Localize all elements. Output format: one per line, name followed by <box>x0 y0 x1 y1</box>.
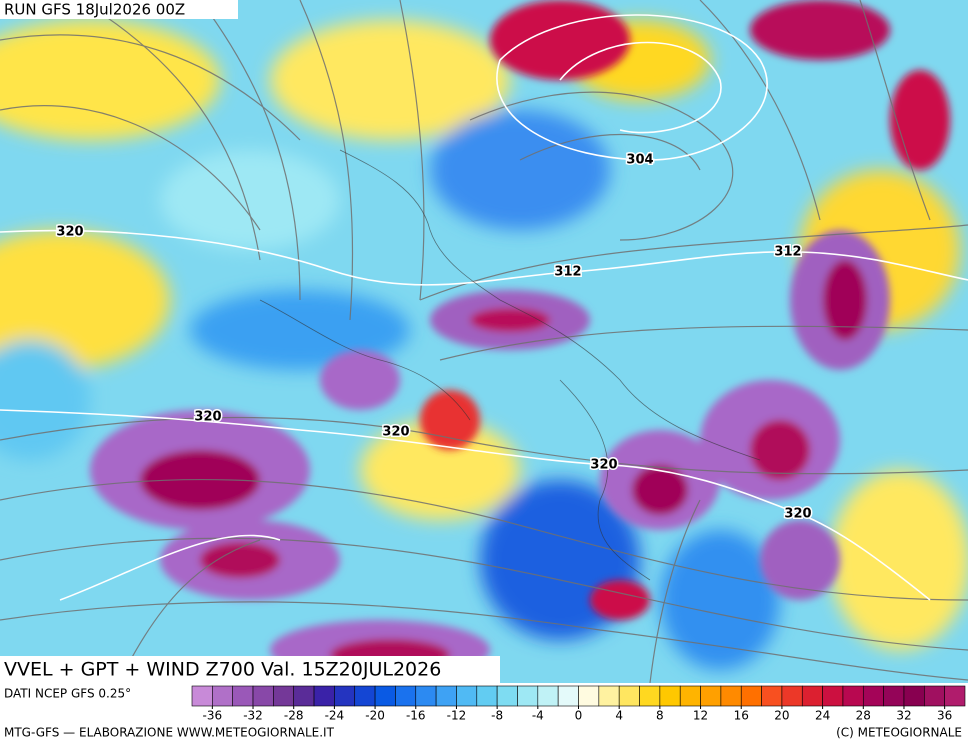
colorbar-swatch <box>944 685 966 707</box>
colorbar-label: DATI NCEP GFS 0.25° <box>4 687 131 701</box>
colorbar-tick-label: 28 <box>856 709 871 723</box>
run-label: RUN GFS 18Jul2026 00Z <box>4 1 185 19</box>
colorbar-tick-label: 0 <box>575 709 583 723</box>
contour-label: 304 <box>626 153 653 168</box>
colorbar-tick-label: -20 <box>365 709 385 723</box>
colorbar-swatch <box>273 685 295 707</box>
colorbar-tick-label: 8 <box>656 709 664 723</box>
colorbar-swatch <box>801 685 823 707</box>
colorbar-tick-label: -24 <box>325 709 345 723</box>
colorbar-swatch <box>618 685 640 707</box>
colorbar-tick-label: 16 <box>734 709 749 723</box>
colorbar-swatch <box>659 685 681 707</box>
colorbar-swatch <box>191 685 213 707</box>
colorbar: -36 -32 -28 -24 -20 -16 -12 -8 -4 0 4 8 12 16 20 24 28 32… <box>191 685 966 723</box>
colorbar-swatch <box>517 685 539 707</box>
colorbar-swatch <box>313 685 335 707</box>
colorbar-tick-label: -28 <box>284 709 304 723</box>
colorbar-swatch <box>883 685 905 707</box>
colorbar-swatch <box>334 685 356 707</box>
contour-label: 320 <box>382 425 409 440</box>
contour-label: 312 <box>774 245 801 260</box>
colorbar-swatch <box>435 685 457 707</box>
colorbar-swatch <box>598 685 620 707</box>
contour-label: 320 <box>784 507 811 522</box>
colorbar-swatch <box>354 685 376 707</box>
colorbar-swatch <box>740 685 762 707</box>
colorbar-swatch <box>842 685 864 707</box>
colorbar-swatch <box>476 685 498 707</box>
colorbar-swatch <box>578 685 600 707</box>
colorbar-swatch <box>212 685 233 707</box>
geopotential-contours <box>0 14 968 601</box>
colorbar-swatch <box>679 685 701 707</box>
colorbar-swatch <box>374 685 396 707</box>
colorbar-tick-label: 36 <box>937 709 952 723</box>
colorbar-swatch <box>395 685 417 707</box>
footer-left: MTG-GFS — ELABORAZIONE WWW.METEOGIORNALE… <box>4 726 335 740</box>
colorbar-swatch <box>293 685 315 707</box>
colorbar-swatch <box>232 685 254 707</box>
colorbar-tick-label: -12 <box>447 709 467 723</box>
colorbar-tick-label: -8 <box>491 709 503 723</box>
colorbar-swatch <box>720 685 742 707</box>
colorbar-tick-label: 24 <box>815 709 830 723</box>
colorbar-swatch <box>415 685 437 707</box>
footer-right: (C) METEOGIORNALE <box>836 726 962 740</box>
contour-label: 312 <box>554 265 581 280</box>
colorbar-swatch <box>557 685 579 707</box>
colorbar-tick-label: -4 <box>532 709 544 723</box>
colorbar-swatch <box>252 685 274 707</box>
colorbar-tick-label: 20 <box>774 709 789 723</box>
colorbar-tick-label: -16 <box>406 709 426 723</box>
coastlines <box>259 149 761 581</box>
colorbar-swatch <box>781 685 803 707</box>
map-title: VVEL + GPT + WIND Z700 Val. 15Z20JUL2026 <box>4 659 441 681</box>
colorbar-swatch <box>903 685 925 707</box>
wind-streamlines <box>0 0 968 683</box>
colorbar-swatch <box>924 685 945 707</box>
colorbar-swatch <box>456 685 478 707</box>
colorbar-tick-label: -32 <box>243 709 263 723</box>
colorbar-swatch <box>496 685 518 707</box>
colorbar-swatch <box>761 685 783 707</box>
contour-label: 320 <box>590 458 617 473</box>
run-label-box <box>0 0 238 19</box>
colorbar-swatch <box>822 685 844 707</box>
contour-labels: 304 312 312 320 320 320 320 320 <box>55 151 813 523</box>
colorbar-tick-label: 32 <box>896 709 911 723</box>
colorbar-swatch <box>862 685 884 707</box>
colorbar-tick-label: -36 <box>203 709 223 723</box>
colorbar-swatch <box>537 685 559 707</box>
colorbar-swatch <box>700 685 722 707</box>
colorbar-tick-label: 12 <box>693 709 708 723</box>
map-field <box>0 0 968 683</box>
contour-label: 320 <box>194 410 221 425</box>
title-box <box>0 656 500 683</box>
colorbar-tick-label: 4 <box>615 709 623 723</box>
contour-label: 320 <box>56 225 83 240</box>
colorbar-swatch <box>639 685 661 707</box>
